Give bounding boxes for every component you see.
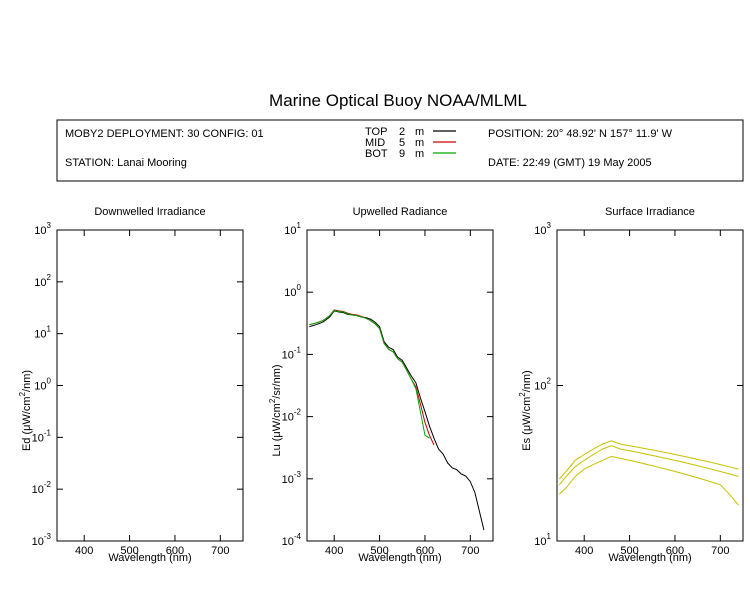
x-tick-label: 600 <box>166 545 184 557</box>
y-tick-label: 10-2 <box>32 480 52 496</box>
y-tick-label: 100 <box>34 377 51 393</box>
info-box <box>56 119 744 182</box>
legend-name: BOT <box>365 148 388 160</box>
y-axis-label: Ed (μW/cm2/nm) <box>18 370 33 451</box>
y-tick-label: 10-4 <box>282 532 302 548</box>
x-tick-label: 700 <box>461 545 479 557</box>
legend-name: MID <box>365 137 385 149</box>
legend-depth: 5 <box>399 137 405 149</box>
legend-depth: 2 <box>399 126 405 138</box>
x-axis-label: Wavelength (nm) <box>358 552 441 564</box>
series-line <box>558 445 739 486</box>
plot-surface-irradiance: Surface Irradiance 400 500 600 700 101 102 103 W… <box>518 206 744 564</box>
position-text: POSITION: 20° 48.92' N 157° 11.9' W <box>488 128 673 140</box>
x-axis-label: Wavelength (nm) <box>108 552 191 564</box>
y-tick-label: 103 <box>534 221 551 237</box>
x-tick-label: 700 <box>211 545 229 557</box>
date-text: DATE: 22:49 (GMT) 19 May 2005 <box>488 157 652 169</box>
deployment-text: MOBY2 DEPLOYMENT: 30 CONFIG: 01 <box>65 128 264 140</box>
figure-title: Marine Optical Buoy NOAA/MLML <box>269 91 527 110</box>
y-tick-label: 10-3 <box>282 470 302 486</box>
y-tick-label: 101 <box>34 325 51 341</box>
plot-downwelled-irradiance: Downwelled Irradiance 400 500 600 700 10-3 10-… <box>18 206 244 564</box>
x-tick-label: 600 <box>666 545 684 557</box>
y-tick-label: 10-1 <box>282 345 302 361</box>
series-line <box>309 309 435 446</box>
y-axis-label: Es (μW/cm2/nm) <box>518 370 533 450</box>
station-text: STATION: Lanai Mooring <box>65 157 187 169</box>
legend-depth: 9 <box>399 148 405 160</box>
x-tick-label: 400 <box>325 545 343 557</box>
series-line <box>558 440 739 480</box>
legend: TOP 2 m MID 5 m BOT 9 m <box>365 126 456 160</box>
y-tick-label: 100 <box>284 283 301 299</box>
x-tick-label: 400 <box>575 545 593 557</box>
y-axis-label: Lu (μW/cm2/sr/nm) <box>268 364 283 456</box>
plot-frame <box>556 229 744 542</box>
y-tick-label: 101 <box>284 221 301 237</box>
plot-frame <box>56 229 244 542</box>
series-line <box>309 309 430 439</box>
x-tick-label: 400 <box>75 545 93 557</box>
y-tick-label: 10-2 <box>282 408 302 424</box>
legend-unit: m <box>415 126 424 138</box>
x-tick-label: 500 <box>620 545 638 557</box>
plot-upwelled-radiance: Upwelled Radiance 400 500 600 700 10-4 10-3 10-… <box>268 206 494 564</box>
plot-title: Surface Irradiance <box>605 206 695 218</box>
x-axis-label: Wavelength (nm) <box>608 552 691 564</box>
legend-unit: m <box>415 137 424 149</box>
y-tick-label: 10-3 <box>32 532 52 548</box>
legend-name: TOP <box>365 126 387 138</box>
x-tick-label: 500 <box>120 545 138 557</box>
plot-frame <box>306 229 494 542</box>
info-header: MOBY2 DEPLOYMENT: 30 CONFIG: 01 STATION:… <box>56 119 744 182</box>
plot-title: Upwelled Radiance <box>353 206 448 218</box>
y-tick-label: 101 <box>534 532 551 548</box>
x-tick-label: 700 <box>711 545 729 557</box>
y-tick-label: 102 <box>34 273 51 289</box>
plot-title: Downwelled Irradiance <box>94 206 205 218</box>
y-tick-label: 102 <box>534 377 551 393</box>
x-tick-label: 500 <box>370 545 388 557</box>
y-tick-label: 103 <box>34 221 51 237</box>
series-line <box>558 455 739 506</box>
x-tick-label: 600 <box>416 545 434 557</box>
series-line <box>309 310 485 531</box>
legend-unit: m <box>415 148 424 160</box>
y-tick-label: 10-1 <box>32 428 52 444</box>
